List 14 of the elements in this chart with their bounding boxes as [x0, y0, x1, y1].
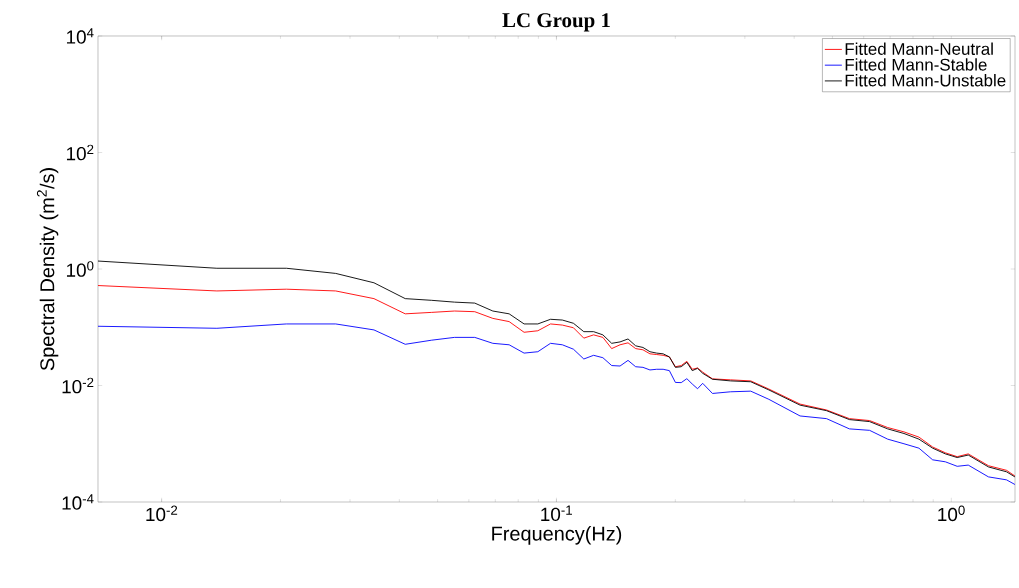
legend-label: Fitted Mann-Stable — [845, 58, 987, 71]
chart-title: LC Group 1 — [502, 13, 610, 32]
y-tick-label: 10$^{-2}$ — [62, 377, 94, 394]
legend-label: Fitted Mann-Neutral — [845, 42, 993, 55]
y-tick-label: 10$^{2}$ — [66, 144, 94, 161]
x-tick-label: 10$^{0}$ — [938, 505, 965, 522]
x-tick-label: 10$^{-1}$ — [541, 505, 572, 522]
y-tick-label: 10$^{4}$ — [66, 28, 94, 44]
y-tick-label: 10$^{0}$ — [66, 261, 94, 277]
legend-label: Fitted Mann-Unstable — [845, 74, 1006, 87]
x-tick-label: 10$^{-2}$ — [146, 505, 178, 522]
x-axis-title: Frequency(Hz) — [492, 526, 622, 545]
y-tick-label: 10$^{-4}$ — [62, 494, 94, 510]
y-axis-title: Spectral Density (m$^{2}$/s) — [36, 168, 59, 371]
